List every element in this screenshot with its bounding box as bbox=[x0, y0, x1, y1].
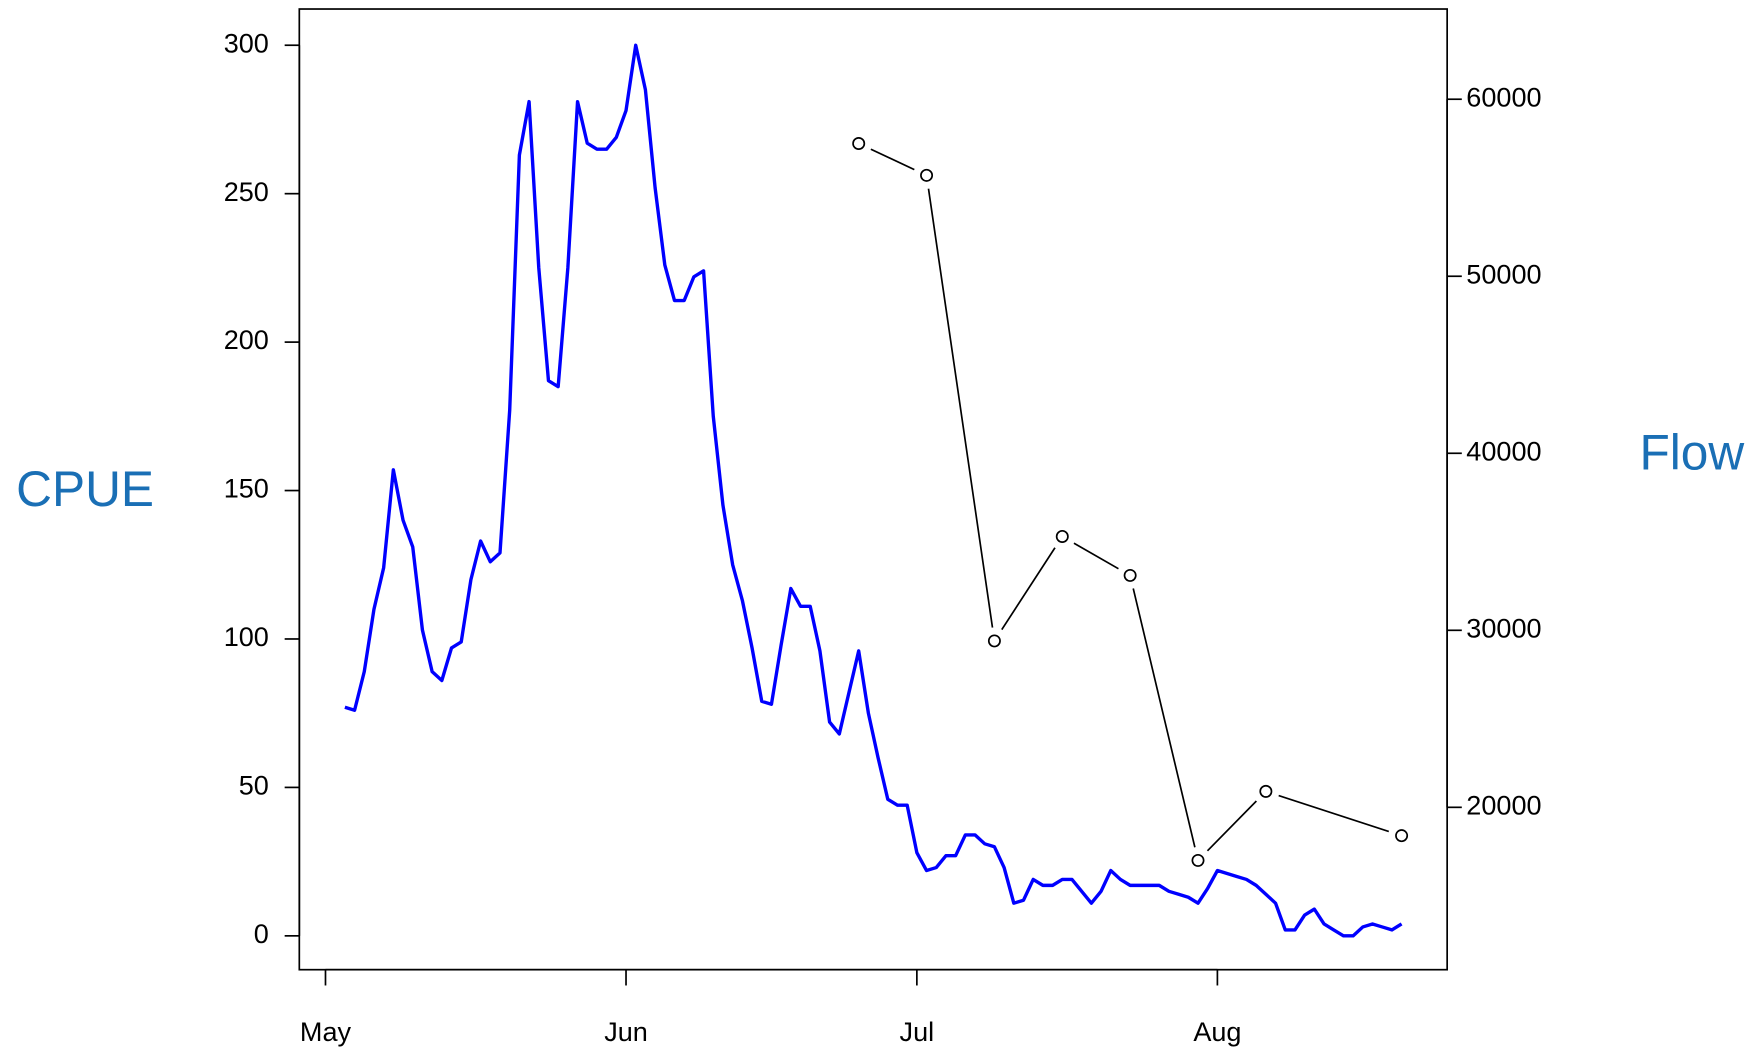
plot-frame bbox=[298, 8, 1449, 971]
flow-point bbox=[920, 168, 934, 182]
y-tick-label: 150 bbox=[224, 474, 269, 504]
y2-tick-label: 20000 bbox=[1466, 790, 1541, 820]
flow-point bbox=[1055, 529, 1069, 543]
y-tick-label: 50 bbox=[239, 771, 269, 801]
y2-tick-label: 50000 bbox=[1466, 259, 1541, 289]
flow-point bbox=[852, 137, 866, 150]
y2-axis-title: Flow bbox=[1639, 425, 1744, 481]
flow-point bbox=[1259, 784, 1273, 798]
y-tick-label: 300 bbox=[224, 28, 269, 58]
flow-line bbox=[858, 142, 1402, 862]
y-tick-label: 200 bbox=[224, 325, 269, 355]
flow-point bbox=[1191, 853, 1205, 867]
x-tick-label: Jun bbox=[604, 1017, 648, 1047]
y-tick-label: 0 bbox=[254, 919, 269, 949]
flow-point bbox=[1395, 829, 1409, 843]
y2-tick-label: 30000 bbox=[1466, 613, 1541, 643]
flow-point bbox=[987, 634, 1001, 648]
cpue-line bbox=[344, 43, 1403, 938]
y2-tick-label: 40000 bbox=[1466, 436, 1541, 466]
y-axis-title: CPUE bbox=[16, 461, 154, 517]
x-tick-label: Jul bbox=[900, 1017, 935, 1047]
x-tick-label: May bbox=[300, 1017, 352, 1047]
flow-point bbox=[1123, 568, 1137, 582]
y2-tick-label: 60000 bbox=[1466, 82, 1541, 112]
y-tick-label: 100 bbox=[224, 622, 269, 652]
x-tick-label: Aug bbox=[1193, 1017, 1241, 1047]
y-tick-label: 250 bbox=[224, 177, 269, 207]
